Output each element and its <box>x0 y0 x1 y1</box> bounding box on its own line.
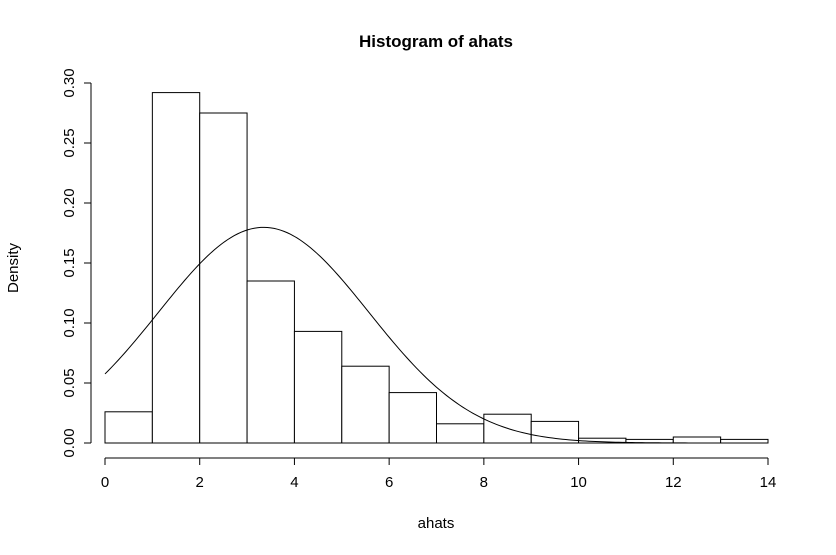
histogram-bar-9 <box>530 420 580 444</box>
y-tick-label-1: 0.05 <box>61 368 78 397</box>
histogram-bar-5 <box>341 365 390 444</box>
x-axis: 0 2 4 6 8 10 12 14 <box>101 457 777 491</box>
y-tick-label-4: 0.20 <box>61 188 78 217</box>
x-axis-label: ahats <box>418 515 455 532</box>
density-curve <box>104 226 768 444</box>
y-tick-label-0: 0.00 <box>61 428 78 457</box>
x-tick-label-6: 12 <box>665 474 682 491</box>
x-tick-label-4: 8 <box>480 474 488 491</box>
y-tick-label-2: 0.10 <box>61 308 78 337</box>
x-tick-label-1: 2 <box>196 474 204 491</box>
histogram-bar-6 <box>388 392 437 444</box>
y-axis: 0.00 0.05 0.10 0.15 0.20 0.25 0.30 <box>61 68 92 458</box>
chart-title: Histogram of ahats <box>359 32 513 51</box>
x-tick-label-2: 4 <box>290 474 298 491</box>
x-tick-label-7: 14 <box>760 474 777 491</box>
histogram-bar-13 <box>720 438 769 444</box>
histogram-bar-4 <box>293 330 343 444</box>
histogram-bar-0 <box>104 411 153 444</box>
histogram-bar-3 <box>246 280 295 444</box>
histogram-bars <box>104 92 769 444</box>
histogram-bar-1 <box>151 92 201 444</box>
x-tick-label-3: 6 <box>385 474 393 491</box>
histogram-bar-12 <box>672 436 722 444</box>
y-tick-label-3: 0.15 <box>61 248 78 277</box>
x-tick-label-5: 10 <box>570 474 587 491</box>
histogram-bar-7 <box>436 423 485 444</box>
histogram-bar-2 <box>199 112 248 444</box>
y-tick-label-5: 0.25 <box>61 128 78 157</box>
x-tick-label-0: 0 <box>101 474 109 491</box>
y-axis-label: Density <box>5 242 22 293</box>
y-tick-label-6: 0.30 <box>61 68 78 97</box>
